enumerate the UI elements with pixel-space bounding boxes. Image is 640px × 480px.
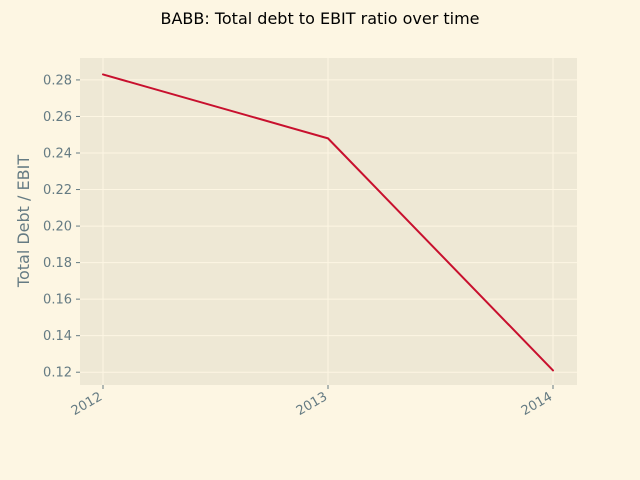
y-tick-label: 0.24 bbox=[43, 146, 72, 161]
y-tick-label: 0.18 bbox=[43, 256, 72, 271]
y-tick-label: 0.22 bbox=[43, 183, 72, 198]
y-tick-label: 0.20 bbox=[43, 220, 72, 235]
y-tick-label: 0.16 bbox=[43, 293, 72, 308]
y-tick-label: 0.12 bbox=[43, 366, 72, 381]
y-tick-label: 0.28 bbox=[43, 73, 72, 88]
y-tick-label: 0.26 bbox=[43, 110, 72, 125]
y-tick-label: 0.14 bbox=[43, 329, 72, 344]
y-axis-label: Total Debt / EBIT bbox=[14, 155, 33, 288]
y-axis: 0.12 0.14 0.16 0.18 0.20 0.22 0.24 0.26 0.28 bbox=[43, 73, 80, 381]
series-group bbox=[102, 73, 554, 372]
series-line bbox=[102, 73, 554, 372]
chart-title: BABB: Total debt to EBIT ratio over time bbox=[160, 9, 479, 28]
grid-lines bbox=[80, 58, 577, 385]
